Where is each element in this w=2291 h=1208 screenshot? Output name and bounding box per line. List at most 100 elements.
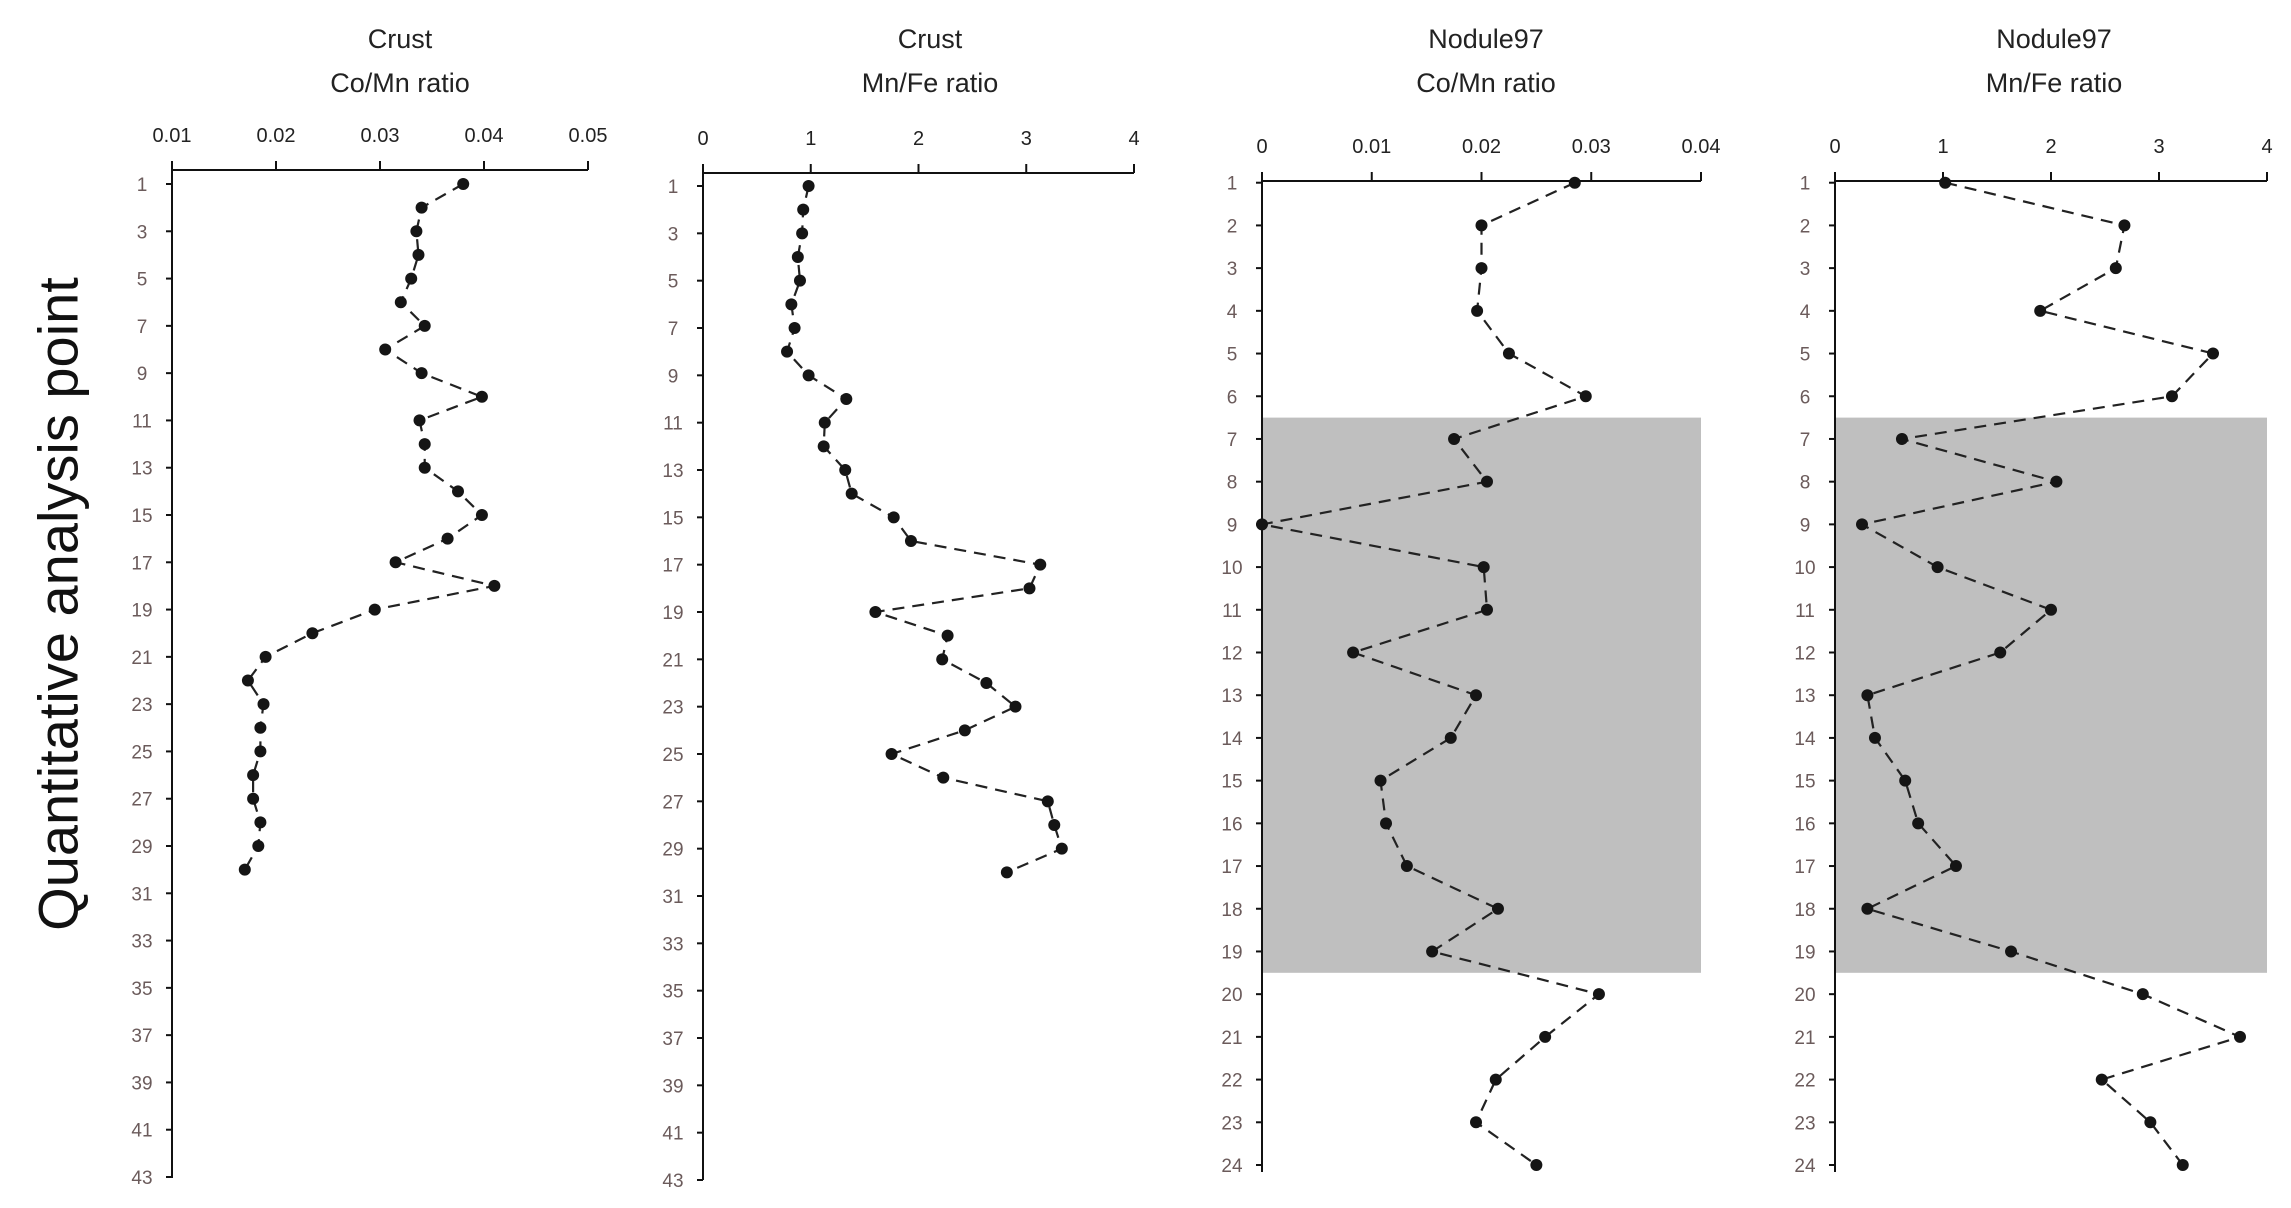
panel-3-y-tick-label: 10 [1221,558,1242,579]
panel-1-data-point [368,603,381,616]
panel-1-data-point [410,225,423,238]
panel-1-data-point [415,201,428,214]
panel-4-data-point [1895,432,1908,445]
panel-3-y-tick-label: 19 [1221,942,1242,963]
panel-4-data-point [1939,176,1952,189]
panel-2-data-point [937,771,950,784]
panel-1-data-point [247,769,260,782]
panel-3-y-tick-label: 23 [1221,1113,1242,1134]
panel-4-data-point [2207,347,2219,360]
panel-3-series-line [1261,181,1602,1166]
panel-1-data-point [418,319,431,332]
panel-3-y-tick-label: 21 [1221,1028,1242,1049]
panel-2-data-point [791,251,804,263]
panel-3-y-tick-label: 24 [1221,1156,1243,1177]
panel-1-data-point [254,816,267,829]
panel-4-data-point [2109,262,2122,275]
panel-3-data-point [1539,1030,1552,1043]
panel-4-x-tick-label: 3 [2153,136,2164,158]
panel-1-data-point [252,840,265,852]
panel-3-y-tick-label: 4 [1227,302,1238,323]
panel-1-data-point [306,627,319,640]
panel-4-x-tick-label: 4 [2261,136,2272,158]
panel-1-y-tick-label: 3 [137,222,148,243]
panel-4-title-line2: Mn/Fe ratio [1986,68,2123,98]
panel-1-y-tick-label: 35 [131,979,152,1000]
panel-1-y-tick-label: 37 [131,1026,152,1047]
panel-1-data-point [254,721,267,734]
panel-2-data-point [1023,582,1036,595]
panel-3-data-point [1256,518,1268,531]
panel-1-y-tick-label: 19 [131,601,152,622]
panel-1-y-tick-label: 5 [137,270,148,291]
panel-3-y-tick-label: 3 [1227,259,1238,280]
panel-3-data-point [1470,689,1483,702]
panel-1-data-point [238,863,251,876]
panel-4-x-tick-label: 2 [2045,136,2056,158]
panel-4-data-point [1912,817,1925,830]
panel-4-y-tick-label: 4 [1800,302,1811,323]
panel-3-data-point [1491,902,1504,915]
panel-1-data-point [457,178,470,190]
panel-4-data-point [1931,561,1944,574]
panel-1-y-tick-label: 33 [131,932,152,953]
panel-4-data-point [2034,304,2047,317]
panel-4-x-tick-label: 1 [1937,136,1948,158]
panel-4-y-tick-label: 23 [1794,1113,1815,1134]
panel-1-data-point [247,792,260,805]
panel-2-data-point [941,629,954,642]
panel-3-y-tick-label: 13 [1221,686,1242,707]
panel-4-y-tick-label: 21 [1794,1028,1815,1049]
panel-2-x-tick-label: 3 [1021,128,1032,150]
panel-2-y-tick-label: 39 [662,1076,683,1097]
panel-3-x-tick-label: 0.01 [1352,136,1391,158]
panel-1-x-tick-label: 0.03 [361,125,400,147]
panel-4-data-point [2136,988,2149,1001]
panel-3-data-point [1470,1116,1483,1129]
panel-3-y-tick-label: 5 [1227,345,1238,366]
panel-4-y-tick-label: 17 [1794,857,1815,878]
panel-4-y-tick-label: 16 [1794,814,1815,835]
panel-2-y-tick-label: 33 [662,934,683,955]
panel-2-data-point [839,464,852,476]
panel-2-data-point [1048,819,1061,831]
panel-2-title-line2: Mn/Fe ratio [862,68,999,98]
panel-2-data-point [904,535,917,547]
panel-2-data-point [797,203,810,216]
panel-4-y-tick-label: 9 [1800,515,1811,536]
panel-3-data-point [1579,390,1592,403]
panel-2-data-point [1055,842,1068,855]
panel-3-data-point [1489,1073,1502,1086]
panel-3-y-tick-label: 9 [1227,515,1238,536]
panel-4-y-tick-label: 20 [1794,985,1815,1006]
panel-2-x-tick-label: 0 [697,128,708,150]
panel-2-data-point [817,440,830,453]
panel-3-y-tick-label: 18 [1221,900,1242,921]
panel-4-data-point [2234,1030,2246,1043]
panel-1-data-point [241,674,254,687]
panel-1-data-point [389,556,402,569]
panel-2-x-tick-label: 2 [913,128,924,150]
panel-1-x-tick-label: 0.02 [257,125,296,147]
panel-4-title-line1: Nodule97 [1996,24,2112,54]
panel-4-y-tick-label: 14 [1794,729,1816,750]
panel-2-y-tick-label: 9 [668,366,679,387]
panel-2-y-tick-label: 13 [662,461,683,482]
panel-1-title-line1: Crust [368,24,433,54]
panel-2-data-point [1009,700,1022,713]
panel-3-data-point [1448,432,1461,445]
panel-4-y-tick-label: 2 [1800,216,1811,237]
panel-3-title-line2: Co/Mn ratio [1416,68,1556,98]
panel-3-y-tick-label: 1 [1227,174,1238,195]
panel-3-data-point [1471,304,1484,317]
panel-3-x-tick-label: 0.03 [1572,136,1611,158]
panel-2-y-tick-label: 25 [662,745,683,766]
panel-4-data-point [2118,219,2131,232]
panel-3-y-tick-label: 14 [1221,729,1243,750]
panel-3-data-point [1530,1159,1543,1171]
panel-1-y-tick-label: 1 [137,175,148,196]
panel-2-data-point [788,322,801,334]
panel-2-y-tick-label: 21 [662,650,683,671]
panel-4-data-point [1861,902,1874,915]
panel-2-data-point [1041,795,1054,808]
